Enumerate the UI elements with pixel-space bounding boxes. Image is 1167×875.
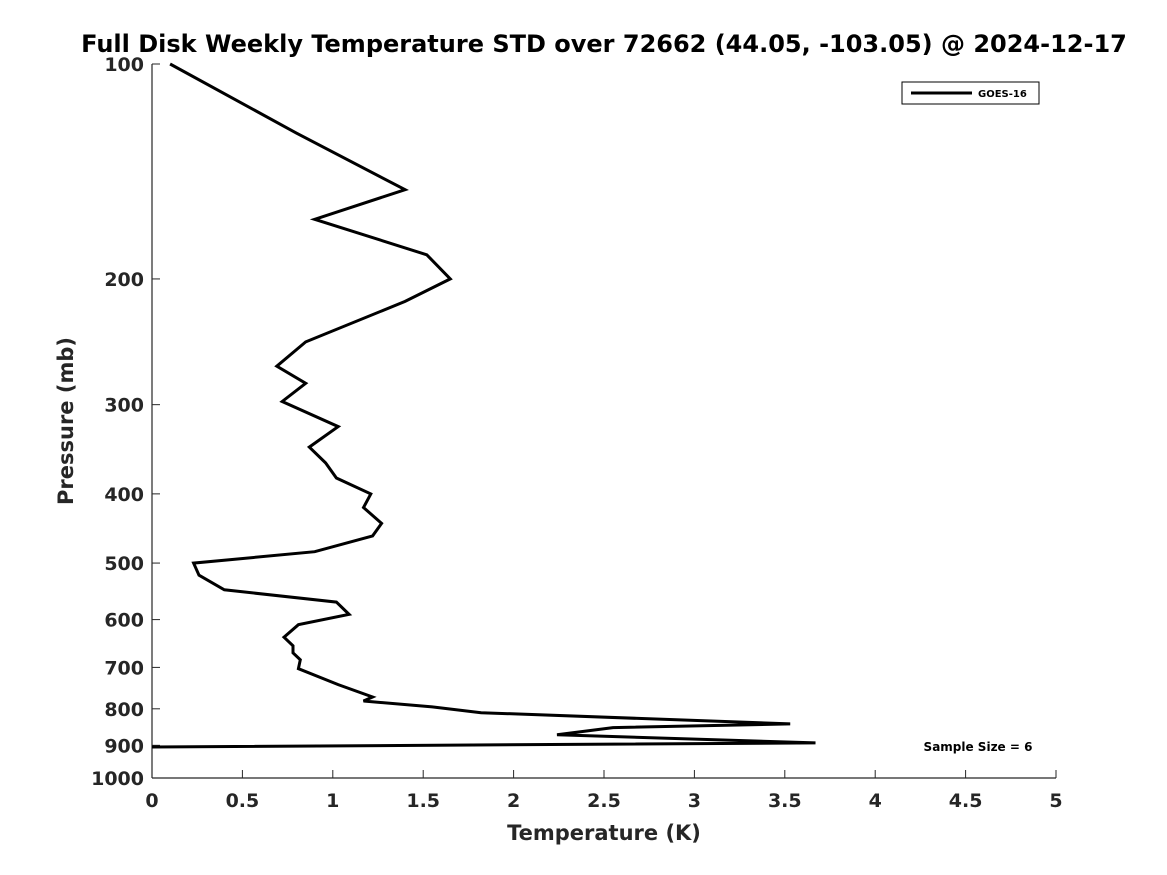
- legend-label: GOES-16: [978, 89, 1027, 100]
- x-tick-label: 0.5: [226, 790, 260, 812]
- y-tick-label: 800: [104, 699, 144, 721]
- series-line-goes-16: [151, 62, 816, 749]
- x-tick-label: 4.5: [949, 790, 983, 812]
- y-tick-label: 100: [104, 54, 144, 76]
- chart-title: Full Disk Weekly Temperature STD over 72…: [81, 30, 1127, 58]
- y-tick-label: 200: [104, 269, 144, 291]
- x-tick-label: 3: [688, 790, 701, 812]
- x-tick-label: 1: [326, 790, 339, 812]
- x-tick-label: 5: [1049, 790, 1062, 812]
- y-tick-label: 400: [104, 484, 144, 506]
- y-tick-label: 1000: [91, 768, 144, 790]
- y-axis-label: Pressure (mb): [54, 337, 78, 505]
- y-tick-label: 300: [104, 395, 144, 417]
- y-tick-label: 500: [104, 553, 144, 575]
- legend: GOES-16: [901, 81, 1040, 105]
- x-tick-label: 0: [145, 790, 158, 812]
- sample-size-annotation: Sample Size = 6: [924, 740, 1033, 754]
- y-tick-label: 900: [104, 735, 144, 757]
- x-tick-label: 3.5: [768, 790, 802, 812]
- x-axis-label: Temperature (K): [507, 821, 701, 845]
- x-tick-label: 1.5: [406, 790, 440, 812]
- x-tick-label: 2: [507, 790, 520, 812]
- x-tick-label: 4: [869, 790, 882, 812]
- y-tick-label: 700: [104, 657, 144, 679]
- x-ticks: 0 0.5 1 1.5 2 2.5 3 3.5 4 4.5 5: [145, 770, 1063, 812]
- y-ticks: 100 200 300 400 500 600 700 800 900 1000: [91, 54, 160, 790]
- y-tick-label: 600: [104, 610, 144, 632]
- x-tick-label: 2.5: [587, 790, 621, 812]
